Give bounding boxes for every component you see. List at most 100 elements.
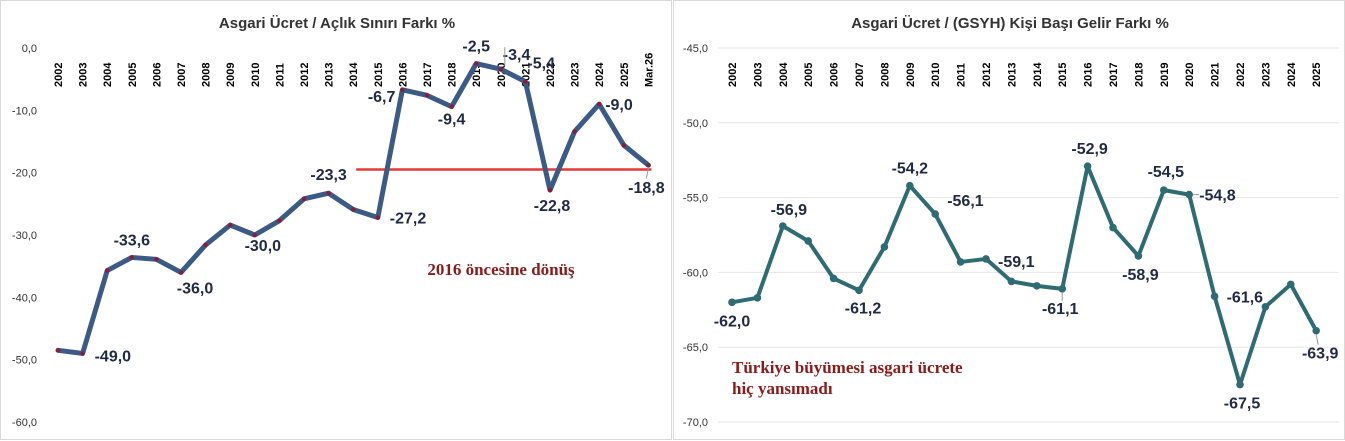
data-point (424, 93, 430, 98)
data-point (1083, 162, 1092, 170)
x-tick-label: 2023 (570, 63, 582, 87)
data-point (1160, 186, 1168, 194)
x-tick-label: 2004 (778, 62, 790, 87)
data-point (375, 215, 380, 220)
y-tick-label: -20,0 (12, 168, 37, 180)
data-point (351, 207, 356, 212)
data-point (252, 232, 257, 238)
y-tick-label: -30,0 (12, 230, 37, 242)
data-label: -62,0 (714, 313, 751, 330)
data-point (400, 87, 405, 92)
data-point (1058, 285, 1066, 293)
y-tick-label: -60,0 (683, 267, 708, 279)
chart-hunger-gap: Asgari Ücret / Açlık Sınırı Farkı % 0,0 -1… (12, 15, 665, 429)
y-tick-label: -45,0 (683, 43, 708, 55)
x-tick-label: 2013 (324, 63, 336, 87)
annotation-text: hiç yansımadı (732, 379, 833, 398)
data-label: -23,3 (310, 167, 347, 184)
x-tick-label: 2010 (250, 63, 262, 87)
x-tick-label: 2015 (1057, 63, 1069, 87)
data-point (326, 191, 331, 196)
data-label: -22,8 (534, 198, 571, 215)
data-label: -54,5 (1148, 164, 1185, 181)
chart-title: Asgari Ücret / Açlık Sınırı Farkı % (219, 15, 455, 32)
x-tick-label: 2020 (1184, 63, 1196, 87)
x-tick-label: 2013 (1006, 63, 1018, 87)
data-point (1210, 292, 1219, 301)
data-point (498, 66, 503, 72)
y-tick-label: -65,0 (683, 342, 708, 354)
data-point (646, 162, 651, 168)
x-tick-label: 2011 (956, 63, 968, 87)
y-tick-label: -60,0 (12, 417, 37, 429)
data-point (301, 196, 307, 202)
y-tick-label: -10,0 (12, 105, 37, 117)
x-tick-label: 2007 (854, 63, 866, 87)
data-label: -9,0 (605, 97, 633, 114)
leader-line (645, 168, 649, 179)
x-tick-label: 2011 (274, 63, 286, 87)
x-tick-label: Mar.26 (643, 53, 655, 87)
x-tick-label: 2012 (299, 63, 311, 87)
annotation-text: Türkiye büyümesi asgari ücrete (732, 358, 963, 377)
data-label: -67,5 (1224, 396, 1261, 413)
series-line (730, 164, 1319, 387)
chart-title: Asgari Ücret / (GSYH) Kişi Başı Gelir Fa… (851, 15, 1169, 32)
x-tick-label: 2006 (151, 63, 163, 87)
x-tick-label: 2014 (348, 62, 360, 87)
data-label: -56,9 (771, 202, 808, 219)
y-tick-label: -70,0 (683, 417, 708, 429)
data-point (906, 181, 914, 190)
data-label: -30,0 (245, 238, 282, 255)
data-label: -6,7 (368, 89, 396, 106)
data-point (1236, 380, 1244, 389)
data-label: -52,9 (1071, 141, 1108, 158)
data-point (474, 61, 479, 66)
data-label: -9,4 (438, 112, 466, 129)
data-label: -63,9 (1302, 346, 1339, 363)
data-point (178, 270, 184, 275)
y-tick-label: -50,0 (12, 355, 37, 367)
x-tick-label: 2010 (930, 63, 942, 87)
x-tick-label: 2024 (594, 62, 606, 87)
data-point (154, 257, 159, 262)
data-label: -33,6 (114, 232, 151, 249)
x-tick-label: 2014 (1032, 62, 1044, 87)
data-label: -61,1 (1042, 301, 1079, 318)
data-point (129, 255, 134, 260)
data-point (572, 129, 577, 134)
annotation-text: 2016 öncesine dönüş (427, 260, 575, 279)
data-point (80, 351, 85, 356)
chart-gdp-gap: Asgari Ücret / (GSYH) Kişi Başı Gelir Fa… (683, 15, 1339, 429)
x-tick-label: 2017 (1108, 63, 1120, 87)
data-point (228, 222, 233, 228)
data-point (621, 143, 626, 148)
x-tick-label: 2018 (447, 63, 459, 87)
x-tick-label: 2002 (727, 63, 739, 87)
data-label: -61,2 (845, 300, 882, 317)
data-point (1033, 282, 1041, 290)
x-tick-label: 2007 (176, 63, 188, 87)
data-point (523, 79, 528, 84)
x-tick-label: 2005 (127, 63, 139, 87)
data-point (1185, 190, 1193, 199)
data-point (597, 101, 602, 107)
x-tick-label: 2006 (829, 63, 841, 87)
data-point (1007, 277, 1016, 286)
x-tick-label: 2022 (1235, 63, 1247, 87)
y-tick-label: -40,0 (12, 292, 37, 304)
leader-line (1315, 334, 1319, 345)
y-tick-label: -50,0 (683, 118, 708, 130)
x-tick-label: 2018 (1133, 63, 1145, 87)
data-label: -5,4 (527, 56, 555, 73)
data-point (203, 242, 208, 248)
data-point (1134, 252, 1143, 260)
x-tick-label: 2012 (981, 63, 993, 87)
x-tick-label: 2024 (1286, 62, 1298, 87)
data-point (277, 218, 282, 223)
data-label: -18,8 (628, 180, 665, 197)
data-point (1109, 223, 1117, 232)
x-tick-label: 2008 (201, 63, 213, 87)
data-point (1261, 303, 1270, 311)
